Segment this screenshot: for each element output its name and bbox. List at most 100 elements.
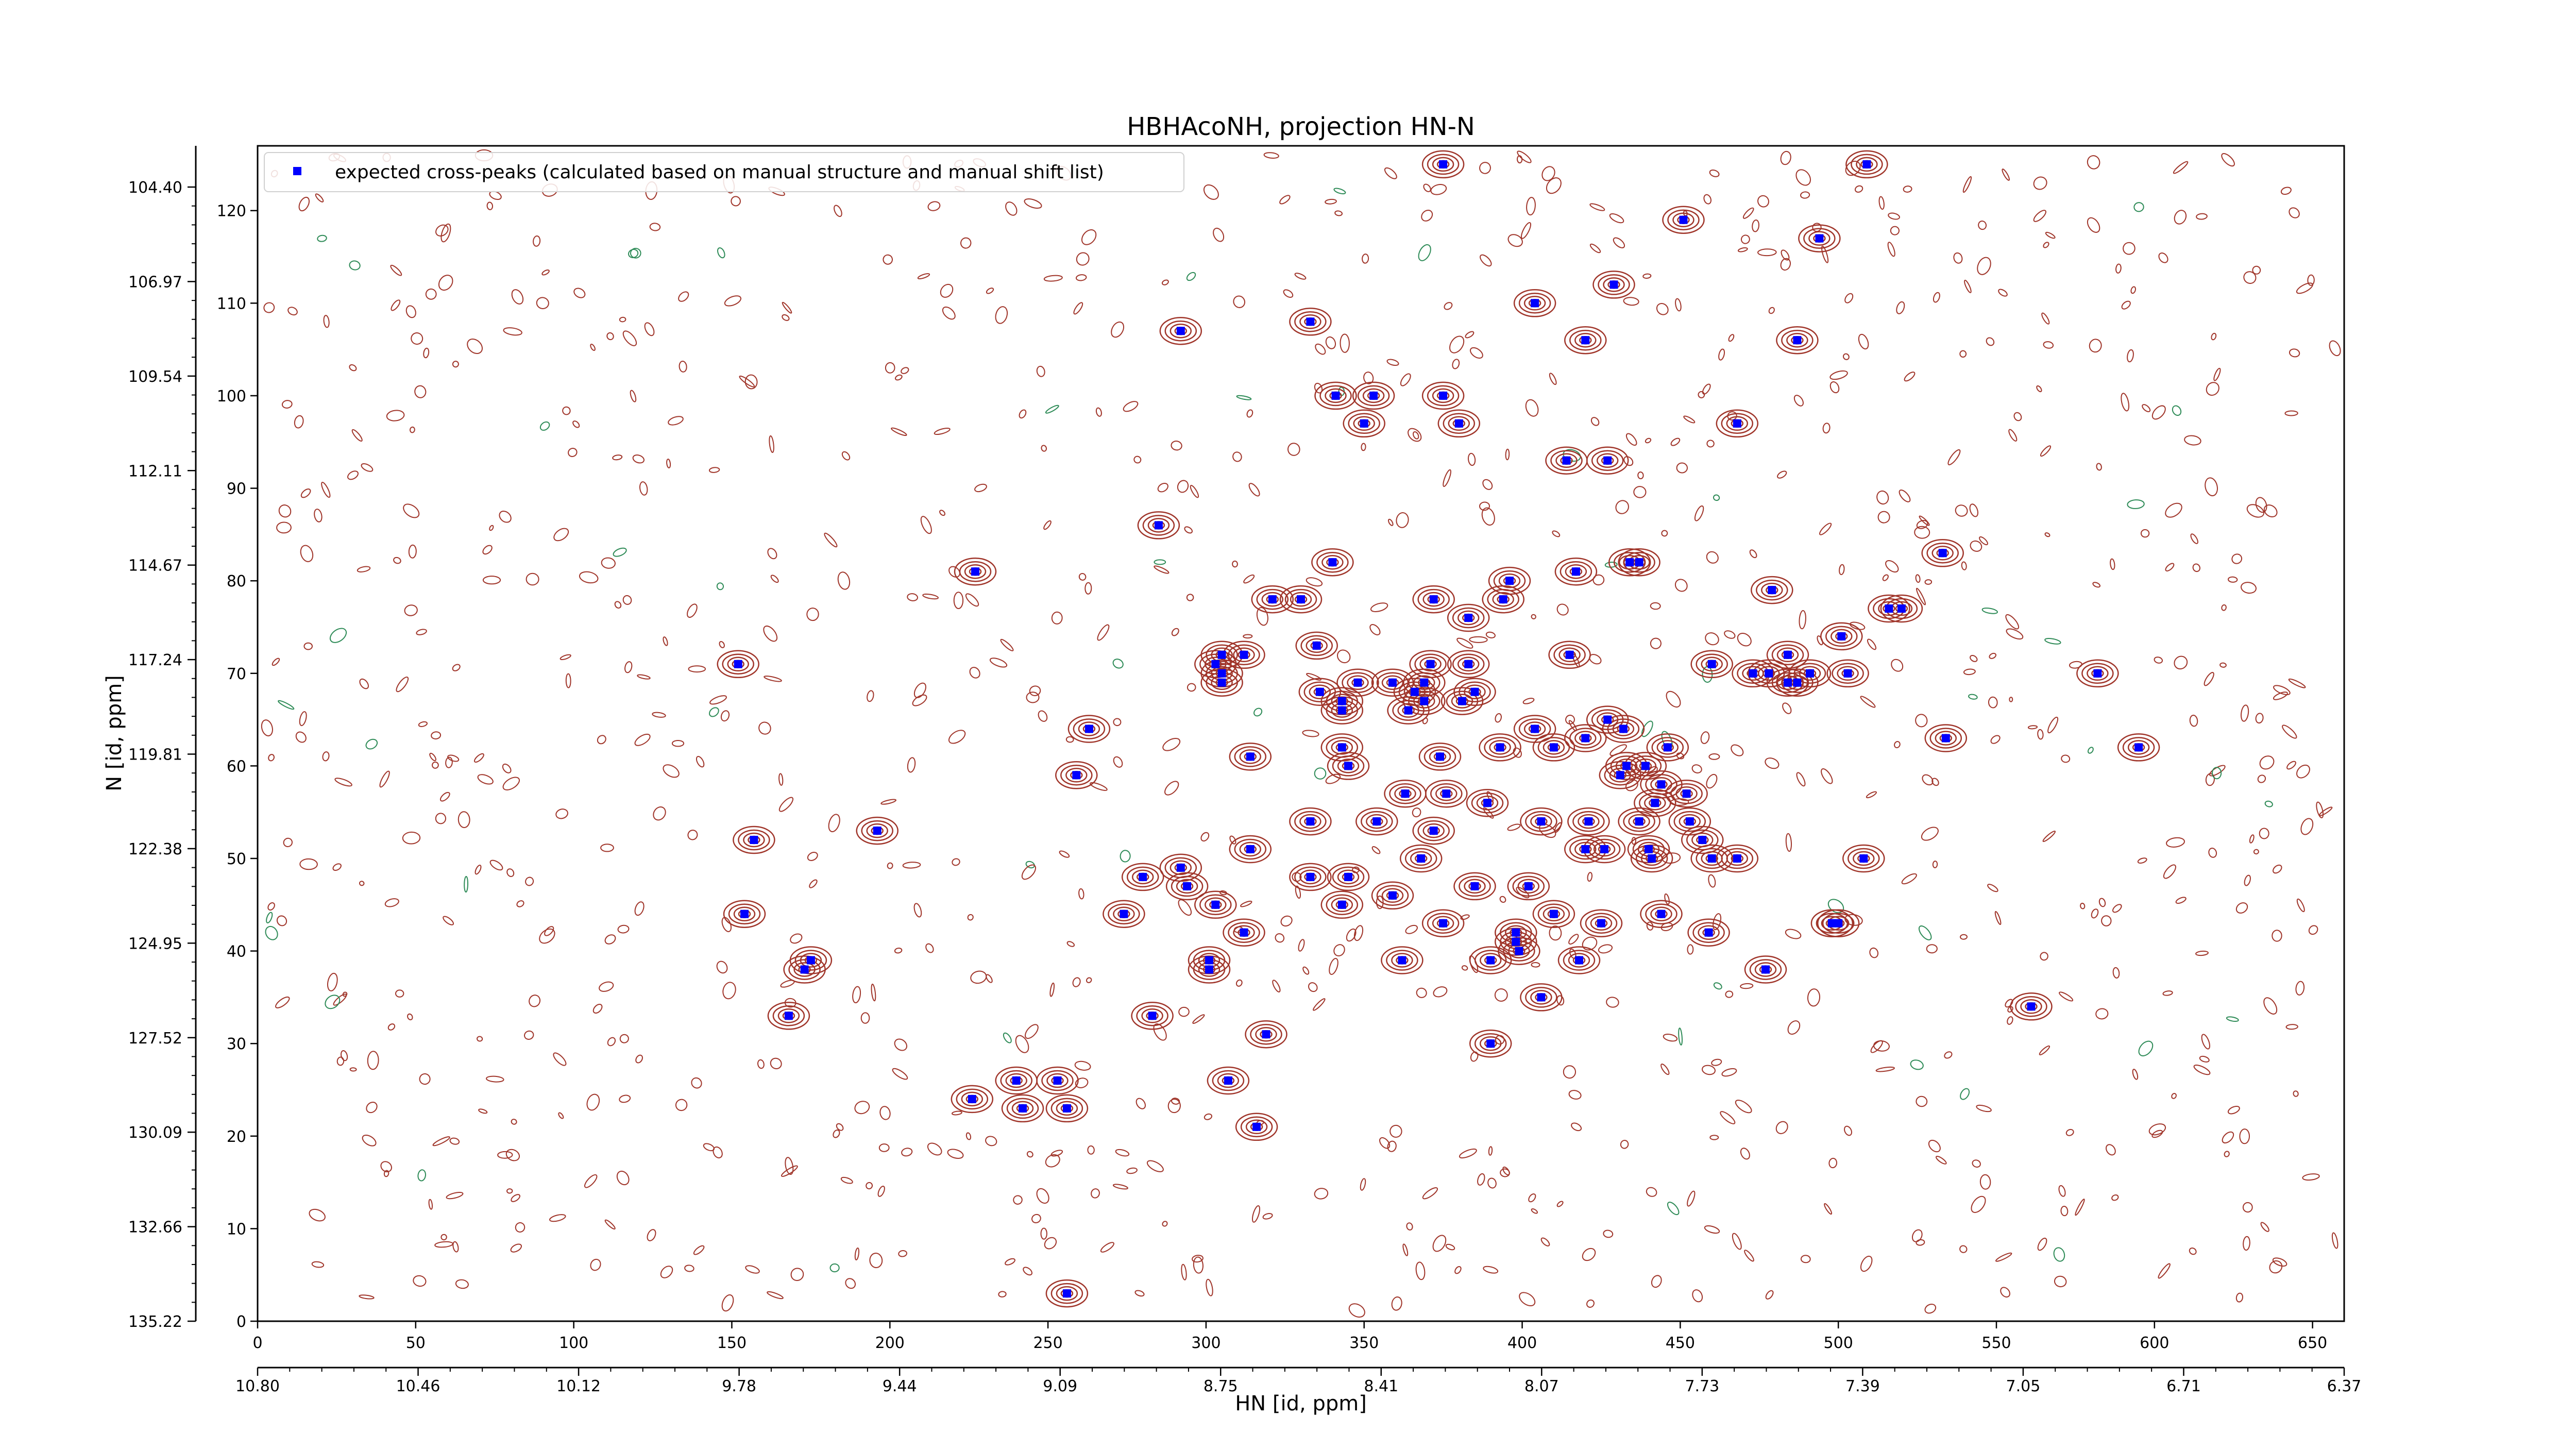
noise-contour xyxy=(287,307,298,316)
y-ppm-tick-label: 117.24 xyxy=(128,651,182,669)
noise-contour xyxy=(1495,713,1502,723)
noise-contour xyxy=(409,426,415,433)
noise-contour xyxy=(785,1157,794,1175)
noise-contour xyxy=(539,928,555,944)
noise-contour xyxy=(405,305,416,318)
cross-peak-marker xyxy=(1584,817,1593,826)
peak-contour xyxy=(1479,953,1502,968)
noise-contour xyxy=(898,1250,907,1257)
noise-contour xyxy=(276,521,292,534)
noise-contour xyxy=(2196,213,2208,220)
noise-contour xyxy=(722,982,736,1000)
noise-contour xyxy=(2148,1123,2166,1136)
noise-contour xyxy=(1777,470,1787,479)
cross-peak-marker xyxy=(1388,891,1397,900)
peak-contour xyxy=(1171,875,1204,897)
noise-contour xyxy=(1348,1303,1365,1318)
noise-contour xyxy=(1609,213,1624,224)
noise-contour xyxy=(1976,1104,1992,1113)
noise-contour xyxy=(2280,187,2292,195)
peak-contour xyxy=(1726,851,1749,866)
noise-contour xyxy=(841,451,851,461)
peak-contour xyxy=(2117,733,2160,762)
x-index-tick-label: 450 xyxy=(1666,1334,1695,1352)
cross-peak-marker xyxy=(1483,799,1492,807)
cross-peak-marker xyxy=(1369,391,1378,400)
peak-contour xyxy=(1537,737,1570,758)
noise-contour xyxy=(1325,336,1336,349)
peak-contour xyxy=(733,906,756,921)
noise-contour xyxy=(693,1245,705,1255)
noise-contour xyxy=(1192,1014,1205,1024)
noise-contour xyxy=(1302,730,1319,737)
noise-contour xyxy=(1720,1111,1736,1124)
noise-contour xyxy=(2042,830,2056,843)
noise-contour xyxy=(1740,234,1750,244)
peak-contour xyxy=(1343,409,1385,438)
noise-contour xyxy=(1904,372,1916,382)
peak-contour xyxy=(800,953,822,968)
noise-contour xyxy=(1036,1188,1049,1204)
noise-contour xyxy=(276,915,287,926)
noise-contour xyxy=(1768,307,1775,314)
noise-contour xyxy=(1369,624,1381,635)
noise-contour xyxy=(948,566,960,578)
noise-contour xyxy=(871,983,876,1002)
noise-contour xyxy=(549,1214,566,1222)
noise-contour xyxy=(440,223,451,243)
noise-contour xyxy=(1519,1292,1536,1306)
peak-contour xyxy=(1136,1005,1168,1026)
peak-contour xyxy=(1250,1023,1282,1045)
noise-contour xyxy=(1025,861,1035,869)
noise-contour xyxy=(1910,1059,1924,1070)
noise-contour xyxy=(1516,155,1523,164)
noise-contour xyxy=(347,470,359,480)
noise-contour xyxy=(1483,807,1494,819)
noise-contour xyxy=(1044,1237,1057,1250)
peak-contour xyxy=(1726,416,1749,431)
peak-contour xyxy=(1394,786,1416,801)
peak-contour xyxy=(1771,644,1804,666)
noise-contour xyxy=(1740,983,1754,989)
noise-contour xyxy=(1113,756,1123,768)
peak-contour xyxy=(1517,879,1540,894)
noise-contour xyxy=(2044,638,2061,645)
peak-contour xyxy=(727,656,749,672)
noise-contour xyxy=(1921,827,1939,841)
noise-contour xyxy=(1162,1221,1168,1227)
peak-contour xyxy=(1410,851,1432,866)
cross-peak-marker xyxy=(1205,965,1213,974)
peak-contour xyxy=(1170,323,1192,339)
noise-contour xyxy=(1038,710,1048,722)
peak-contour xyxy=(1325,388,1347,403)
noise-contour xyxy=(2036,385,2042,393)
noise-contour xyxy=(1005,1258,1015,1266)
cross-peak-marker xyxy=(1442,789,1451,798)
cross-peak-marker xyxy=(1843,669,1852,678)
peak-contour xyxy=(717,650,759,679)
noise-contour xyxy=(2269,1260,2283,1274)
noise-contour xyxy=(913,682,926,698)
cross-peak-marker xyxy=(1531,299,1539,308)
noise-contour xyxy=(2272,1257,2287,1267)
peak-contour xyxy=(1798,224,1841,252)
peak-contour xyxy=(1311,548,1354,577)
noise-contour xyxy=(1084,582,1092,595)
peak-contour xyxy=(1482,585,1524,614)
peak-contour xyxy=(1229,743,1272,771)
noise-contour xyxy=(361,463,374,472)
noise-contour xyxy=(1389,1124,1402,1138)
noise-contour xyxy=(1279,195,1291,205)
noise-contour xyxy=(953,592,964,609)
noise-contour xyxy=(1013,1195,1023,1205)
peak-contour xyxy=(1518,293,1551,314)
noise-contour xyxy=(322,751,330,762)
noise-contour xyxy=(1036,365,1045,377)
noise-contour xyxy=(365,738,378,750)
noise-contour xyxy=(1444,302,1453,310)
peak-contour xyxy=(1585,913,1618,934)
peak-contour xyxy=(1376,885,1409,906)
noise-contour xyxy=(467,339,483,354)
noise-contour xyxy=(425,288,437,300)
noise-contour xyxy=(1933,292,1940,303)
